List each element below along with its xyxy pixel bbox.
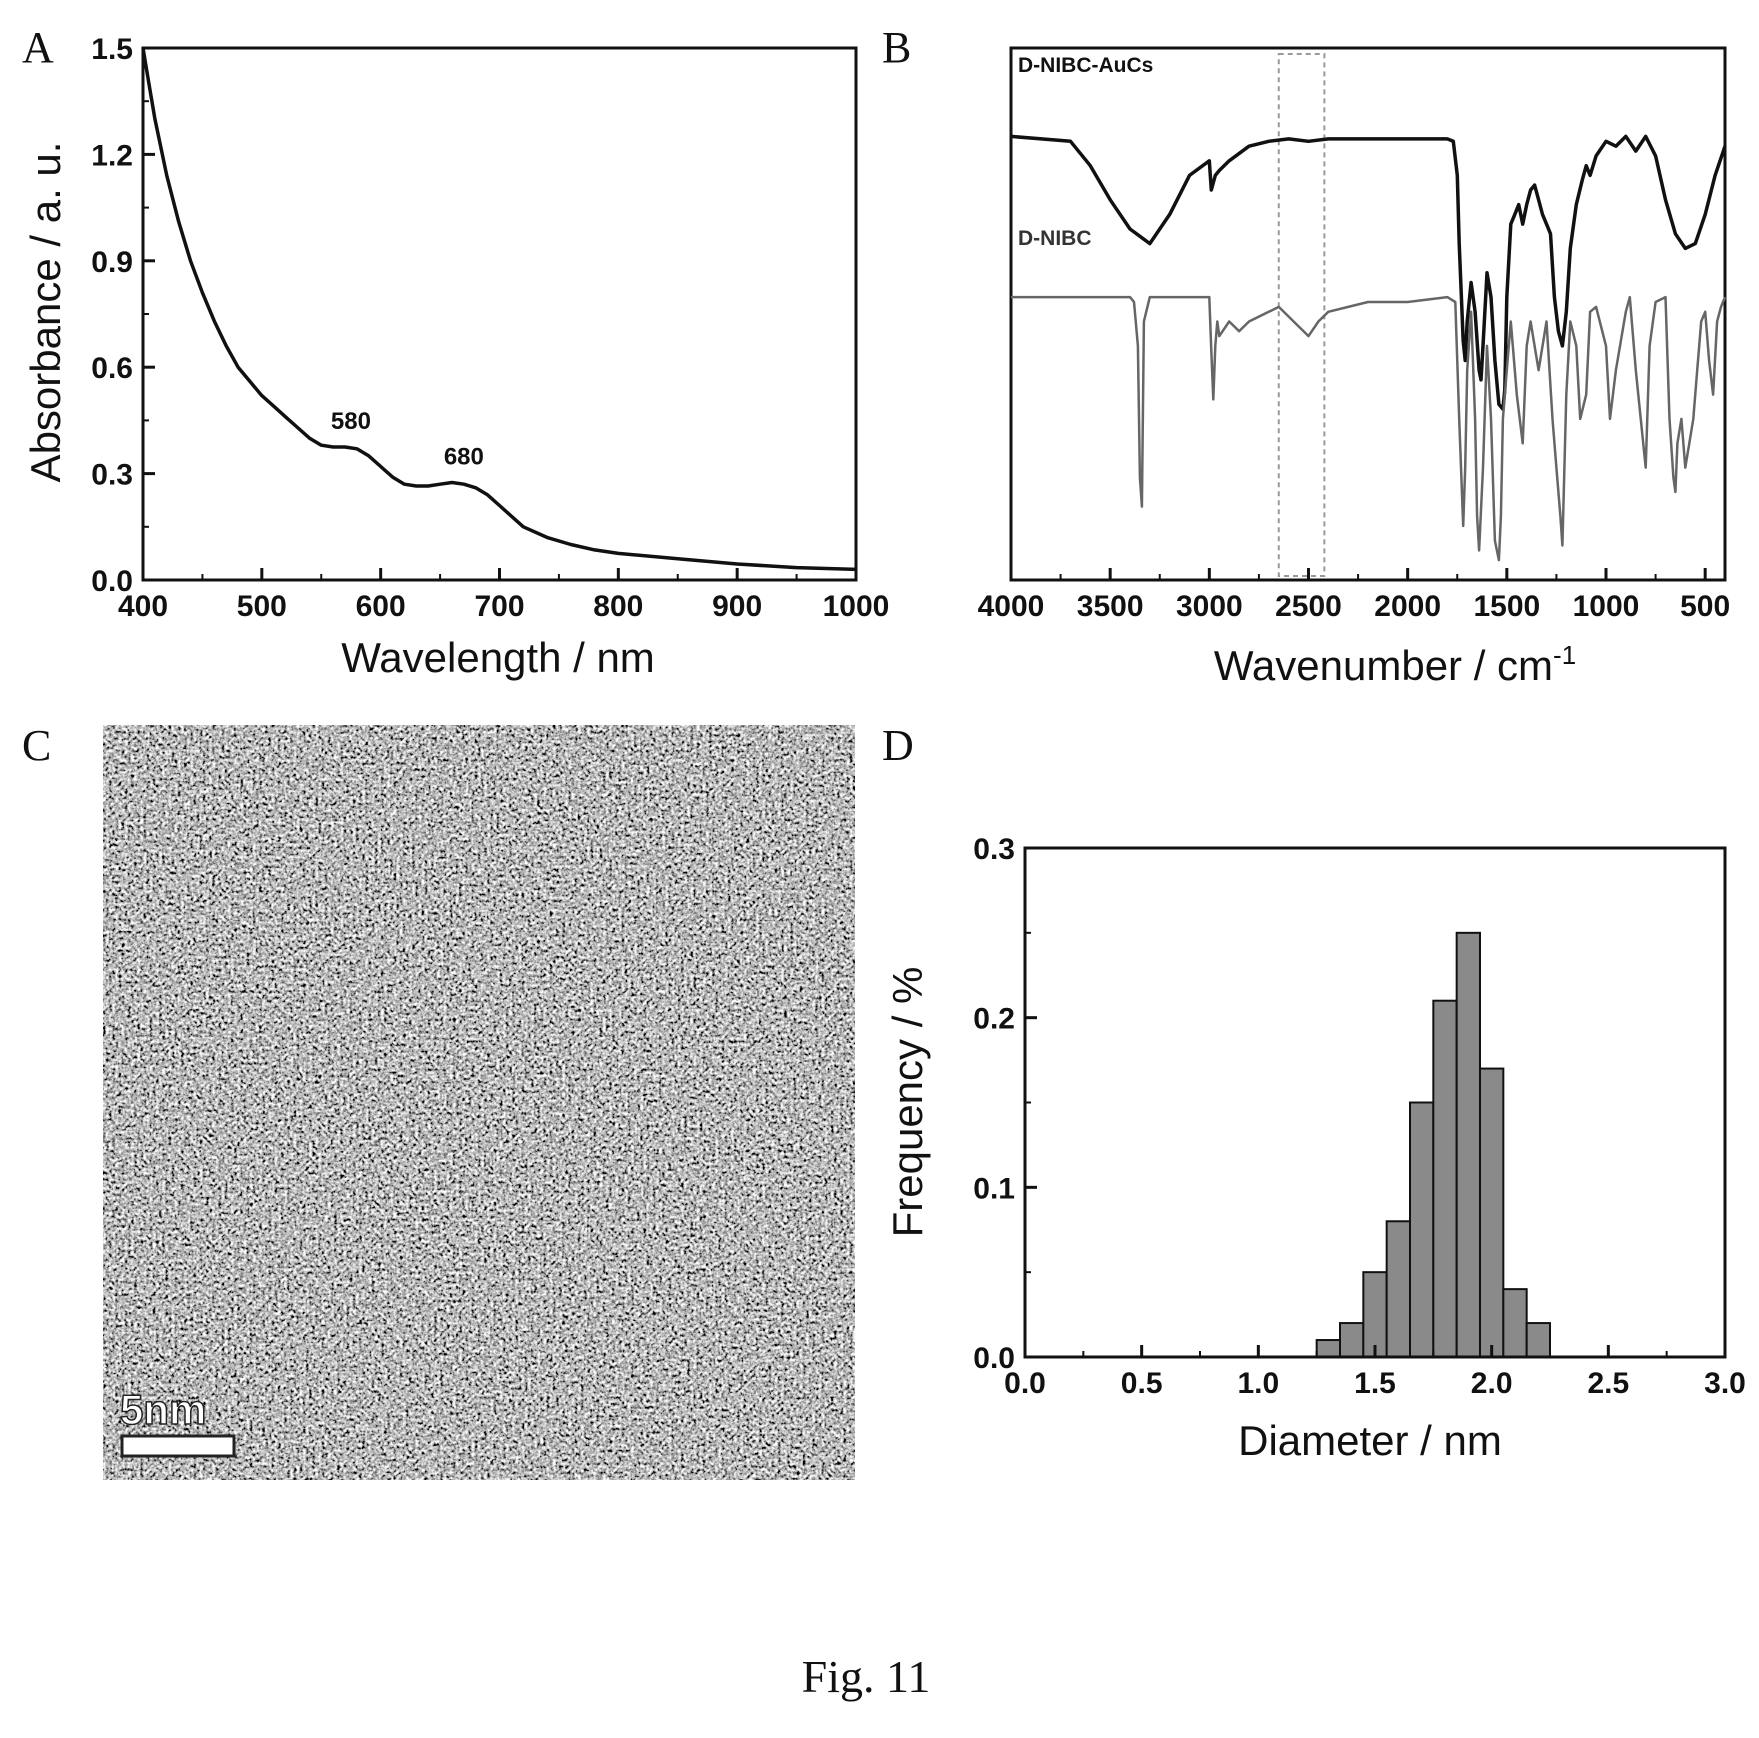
panel-d-x-axis-label: Diameter / nm: [1238, 1417, 1502, 1464]
panel-a-x-tick-label: 400: [118, 590, 168, 623]
panel-d-x-tick-label: 0.5: [1121, 1367, 1163, 1400]
panel-a-peak-label: 680: [444, 444, 484, 471]
panel-d-x-tick-label: 2.0: [1471, 1367, 1513, 1400]
panel-a-x-tick-label: 1000: [823, 590, 890, 623]
panel-a-y-tick-label: 0.6: [91, 352, 133, 385]
panel-d-x-tick-label: 1.5: [1354, 1367, 1396, 1400]
panel-b-x-tick-label: 3000: [1176, 590, 1243, 623]
panel-b-legend-auc: D-NIBC-AuCs: [1018, 54, 1153, 77]
panel-a-y-tick-label: 0.9: [91, 246, 133, 279]
panel-d-y-tick-label: 0.0: [973, 1342, 1015, 1375]
panel-a-y-tick-label: 0.3: [91, 459, 133, 492]
panel-a-y-tick-label: 0.0: [91, 565, 133, 598]
panel-a-x-tick-label: 500: [237, 590, 287, 623]
panel-b-x-tick-label: 2000: [1374, 590, 1441, 623]
panel-d-histogram: Diameter / nm Frequency / % 0.0 0.5 1.0 1.5…: [884, 833, 1746, 1464]
panel-d-bar: [1502, 1288, 1528, 1358]
panel-b-x-tick-label: 3500: [1077, 590, 1144, 623]
panel-d-bar: [1525, 1322, 1551, 1358]
panel-b-auc-spectrum-line: [1010, 134, 1727, 411]
panel-a-plot-frame: [141, 46, 858, 582]
panel-a-absorbance-line: [141, 47, 857, 572]
panel-d-y-tick-label: 0.2: [973, 1003, 1015, 1036]
panel-d-bar: [1455, 931, 1481, 1358]
figure-caption: Fig. 11: [802, 1651, 931, 1702]
panel-c-tem-image: 5nm: [103, 725, 855, 1480]
panel-label-b: B: [882, 23, 911, 72]
panel-a-x-tick-label: 900: [712, 590, 762, 623]
panel-d-bar: [1409, 1101, 1435, 1358]
panel-b-x-tick-label: 500: [1680, 590, 1730, 623]
panel-a-y-tick-label: 1.2: [91, 139, 133, 172]
panel-b-ftir-chart: Wavenumber / cm-1 D-NIBC-AuCs D-NIBC 400…: [978, 46, 1730, 689]
panel-d-y-axis-label: Frequency / %: [884, 967, 931, 1238]
panel-a-x-tick-label: 700: [474, 590, 524, 623]
panel-b-x-tick-label: 4000: [978, 590, 1045, 623]
panel-d-bar: [1339, 1322, 1365, 1358]
panel-d-x-tick-label: 2.5: [1587, 1367, 1629, 1400]
panel-d-x-tick-label: 3.0: [1704, 1367, 1746, 1400]
panel-label-d: D: [882, 721, 914, 770]
panel-d-bar: [1385, 1220, 1411, 1359]
panel-b-nibc-spectrum-line: [1011, 295, 1727, 562]
panel-b-legend-nibc: D-NIBC: [1018, 227, 1092, 250]
panel-a-x-axis-label: Wavelength / nm: [341, 634, 655, 681]
panel-d-x-tick-label: 1.0: [1237, 1367, 1279, 1400]
panel-b-x-axis-label: Wavenumber / cm-1: [1214, 640, 1576, 689]
panel-b-x-tick-label: 1500: [1473, 590, 1540, 623]
scale-bar: [120, 1434, 236, 1458]
panel-a-y-axis-label: Absorbance / a. u.: [22, 142, 69, 483]
panel-a-x-tick-label: 800: [593, 590, 643, 623]
panel-d-y-tick-label: 0.1: [973, 1172, 1015, 1205]
scale-bar-label: 5nm: [120, 1386, 206, 1433]
tem-image-texture: [103, 725, 855, 1480]
panel-d-x-tick-label: 0.0: [1004, 1367, 1046, 1400]
panel-b-x-tick-label: 2500: [1275, 590, 1342, 623]
panel-a-y-tick-label: 1.5: [91, 33, 133, 66]
panel-a-peak-label: 580: [331, 408, 371, 435]
panel-d-bar: [1362, 1271, 1388, 1358]
panel-b-plot-frame: [1009, 46, 1727, 582]
panel-d-bar: [1479, 1067, 1505, 1358]
panel-d-y-tick-label: 0.3: [973, 833, 1015, 866]
panel-d-bar: [1432, 999, 1458, 1358]
panel-a-uv-vis-chart: Wavelength / nm Absorbance / a. u. 400 50…: [22, 33, 889, 681]
panel-b-x-tick-label: 1000: [1573, 590, 1640, 623]
panel-d-bar: [1315, 1339, 1341, 1358]
panel-a-x-tick-label: 600: [356, 590, 406, 623]
panel-label-c: C: [22, 721, 51, 770]
panel-label-a: A: [22, 23, 54, 72]
